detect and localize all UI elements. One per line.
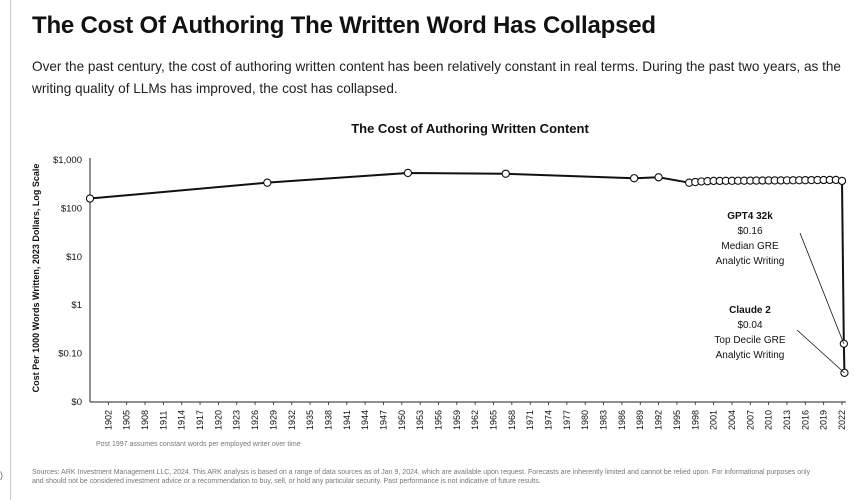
x-tick-label: 1992: [654, 410, 664, 430]
x-tick-label: 1977: [562, 410, 572, 430]
x-tick-label: 2019: [819, 410, 829, 430]
intro-paragraph: Over the past century, the cost of autho…: [32, 59, 841, 96]
annotation-text: Median GRE: [721, 241, 779, 252]
x-tick-label: 1959: [452, 410, 462, 430]
x-tick-label: 2022: [837, 410, 847, 430]
x-tick-label: 1965: [489, 410, 499, 430]
annotation-text: $0.16: [737, 226, 762, 237]
data-point-marker: [839, 339, 848, 348]
annotation-text: $0.04: [737, 320, 762, 331]
x-tick-label: 1929: [268, 410, 278, 430]
x-tick-label: 1905: [122, 410, 132, 430]
data-point-marker: [85, 194, 95, 203]
x-tick-label: 1983: [599, 410, 609, 430]
x-tick-label: 2016: [800, 410, 810, 430]
data-point-marker: [403, 168, 413, 178]
x-tick-label: 2010: [764, 410, 774, 430]
annotation-leader-line: [799, 232, 845, 344]
x-tick-label: 1944: [360, 410, 370, 430]
data-point-marker: [263, 178, 272, 187]
x-tick-label: 1917: [195, 410, 205, 430]
annotation-text: Analytic Writing: [716, 256, 785, 267]
sources-footnote: Sources: ARK Investment Management LLC, …: [32, 469, 811, 485]
x-tick-label: 2013: [782, 410, 792, 430]
annotation-title: Claude 2: [729, 305, 771, 316]
x-tick-label: 1923: [232, 410, 242, 430]
x-tick-label: 1950: [397, 410, 407, 430]
x-tick-label: 1962: [470, 410, 480, 430]
annotation-title: GPT4 32k: [727, 211, 773, 222]
x-tick-label: 1980: [580, 410, 590, 430]
left-border-rule: [10, 0, 11, 500]
annotation-text: Analytic Writing: [716, 350, 785, 361]
data-point-marker: [629, 174, 639, 183]
x-tick-label: 1914: [177, 410, 187, 430]
x-tick-label: 2007: [745, 410, 755, 430]
x-tick-label: 1932: [287, 410, 297, 430]
page-title: The Cost Of Authoring The Written Word H…: [32, 12, 656, 39]
chart-title: The Cost of Authoring Written Content: [351, 121, 589, 136]
x-tick-label: 1911: [158, 411, 168, 430]
y-tick-label: $10: [66, 252, 82, 263]
x-tick-label: 1968: [507, 410, 517, 430]
x-tick-label: 1986: [617, 410, 627, 430]
x-tick-label: 1956: [433, 410, 443, 430]
side-mark: ): [0, 470, 3, 480]
x-tick-label: 1935: [305, 410, 315, 430]
x-tick-label: 1947: [378, 410, 388, 430]
x-tick-label: 1926: [250, 410, 260, 430]
x-tick-label: 1902: [103, 410, 113, 430]
chart-note: Post 1997 assumes constant words per emp…: [96, 441, 301, 448]
y-tick-label: $1: [71, 300, 82, 311]
y-tick-label: $0.10: [58, 349, 82, 360]
data-point-marker: [654, 173, 663, 182]
x-tick-label: 1974: [544, 410, 554, 430]
annotation-text: Top Decile GRE: [714, 335, 785, 346]
x-tick-label: 1908: [140, 410, 150, 430]
x-tick-label: 1995: [672, 410, 682, 430]
data-point-marker: [501, 169, 510, 178]
x-tick-label: 1998: [690, 410, 700, 430]
x-tick-label: 2004: [727, 410, 737, 430]
x-tick-label: 1941: [342, 410, 352, 430]
x-tick-label: 1920: [213, 410, 223, 430]
x-tick-label: 1938: [323, 410, 333, 430]
y-tick-label: $1,000: [53, 155, 82, 166]
data-point-marker: [837, 176, 847, 186]
y-axis-label: Cost Per 1000 Words Written, 2023 Dollar…: [31, 164, 41, 393]
y-tick-label: $0: [71, 397, 82, 408]
x-tick-label: 1953: [415, 410, 425, 430]
annotation-leader-line: [796, 329, 845, 374]
x-tick-label: 1971: [525, 410, 535, 430]
x-tick-label: 2001: [709, 410, 719, 430]
y-tick-label: $100: [61, 203, 82, 214]
x-tick-label: 1989: [635, 410, 645, 430]
cost-chart: The Cost of Authoring Written Content Co…: [31, 121, 849, 448]
